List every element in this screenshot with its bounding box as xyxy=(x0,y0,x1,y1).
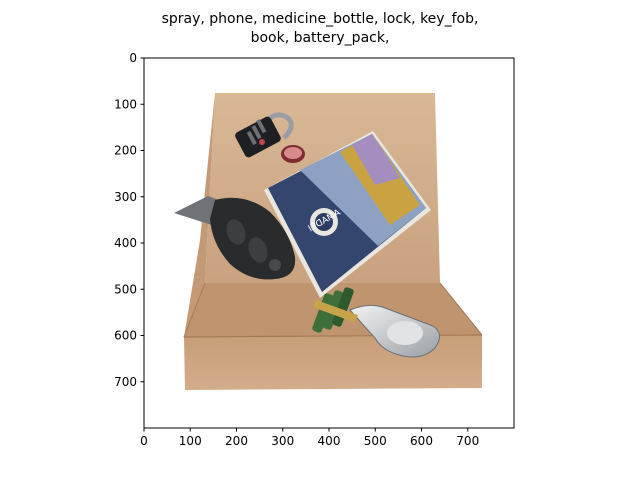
y-tick-5: 500 xyxy=(114,282,144,296)
x-axis: 0 100 200 300 400 500 600 700 xyxy=(140,428,479,448)
x-tick-label: 200 xyxy=(225,434,248,448)
x-tick-7: 700 xyxy=(456,428,479,448)
y-tick-label: 700 xyxy=(114,375,137,389)
y-tick-label: 300 xyxy=(114,190,137,204)
y-tick-label: 400 xyxy=(114,236,137,250)
x-tick-0: 0 xyxy=(140,428,148,448)
x-tick-label: 700 xyxy=(456,434,479,448)
x-tick-4: 400 xyxy=(318,428,341,448)
y-tick-3: 300 xyxy=(114,190,144,204)
y-tick-1: 100 xyxy=(114,97,144,111)
x-tick-label: 0 xyxy=(140,434,148,448)
x-tick-3: 300 xyxy=(271,428,294,448)
y-tick-label: 500 xyxy=(114,282,137,296)
x-tick-label: 600 xyxy=(410,434,433,448)
box-left-wall xyxy=(184,93,215,337)
x-tick-label: 100 xyxy=(179,434,202,448)
y-tick-7: 700 xyxy=(114,375,144,389)
key-fob xyxy=(174,196,296,280)
x-tick-label: 300 xyxy=(271,434,294,448)
medicine-bottle xyxy=(281,145,305,163)
x-tick-5: 500 xyxy=(364,428,387,448)
y-tick-2: 200 xyxy=(114,144,144,158)
spray xyxy=(349,304,440,358)
y-tick-label: 100 xyxy=(114,97,137,111)
y-tick-6: 600 xyxy=(114,329,144,343)
lock xyxy=(235,112,294,158)
y-axis: 0 100 200 300 400 500 600 700 xyxy=(114,51,144,389)
y-tick-label: 0 xyxy=(129,51,137,65)
x-tick-label: 400 xyxy=(318,434,341,448)
x-tick-6: 600 xyxy=(410,428,433,448)
x-tick-2: 200 xyxy=(225,428,248,448)
figure-title-line-2: book, battery_pack, xyxy=(250,30,390,46)
book: AMADEI xyxy=(264,131,431,298)
y-tick-label: 200 xyxy=(114,144,137,158)
scene-image: AMADEI xyxy=(144,58,514,428)
figure-title-line-1: spray, phone, medicine_bottle, lock, key… xyxy=(161,11,479,27)
x-tick-1: 100 xyxy=(179,428,202,448)
y-tick-label: 600 xyxy=(114,329,137,343)
y-tick-0: 0 xyxy=(129,51,144,65)
x-tick-label: 500 xyxy=(364,434,387,448)
y-tick-4: 400 xyxy=(114,236,144,250)
battery-pack xyxy=(312,287,358,333)
